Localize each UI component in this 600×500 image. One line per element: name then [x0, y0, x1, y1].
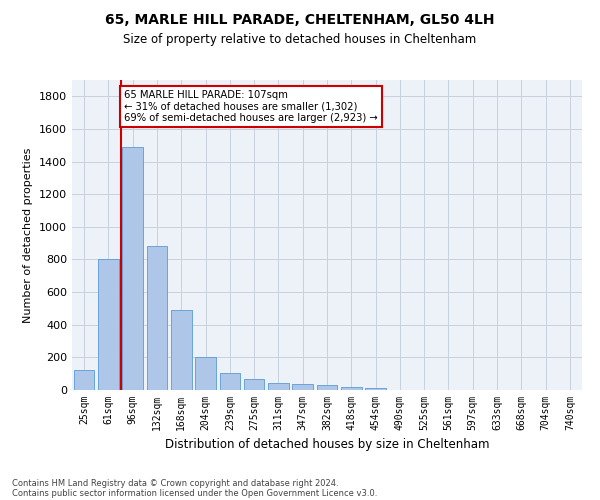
Bar	[146, 246, 167, 390]
Bar	[317, 385, 337, 390]
Bar	[244, 380, 265, 390]
Bar	[98, 260, 119, 390]
Bar	[171, 310, 191, 390]
Bar	[122, 147, 143, 390]
Bar	[268, 384, 289, 390]
Bar	[74, 370, 94, 390]
Text: 65 MARLE HILL PARADE: 107sqm
← 31% of detached houses are smaller (1,302)
69% of: 65 MARLE HILL PARADE: 107sqm ← 31% of de…	[124, 90, 378, 123]
Bar	[220, 373, 240, 390]
Text: Size of property relative to detached houses in Cheltenham: Size of property relative to detached ho…	[124, 32, 476, 46]
Bar	[341, 386, 362, 390]
Bar	[292, 384, 313, 390]
Text: Contains public sector information licensed under the Open Government Licence v3: Contains public sector information licen…	[12, 488, 377, 498]
Bar	[195, 356, 216, 390]
Text: 65, MARLE HILL PARADE, CHELTENHAM, GL50 4LH: 65, MARLE HILL PARADE, CHELTENHAM, GL50 …	[105, 12, 495, 26]
Bar	[365, 388, 386, 390]
Y-axis label: Number of detached properties: Number of detached properties	[23, 148, 34, 322]
Text: Contains HM Land Registry data © Crown copyright and database right 2024.: Contains HM Land Registry data © Crown c…	[12, 478, 338, 488]
X-axis label: Distribution of detached houses by size in Cheltenham: Distribution of detached houses by size …	[165, 438, 489, 452]
